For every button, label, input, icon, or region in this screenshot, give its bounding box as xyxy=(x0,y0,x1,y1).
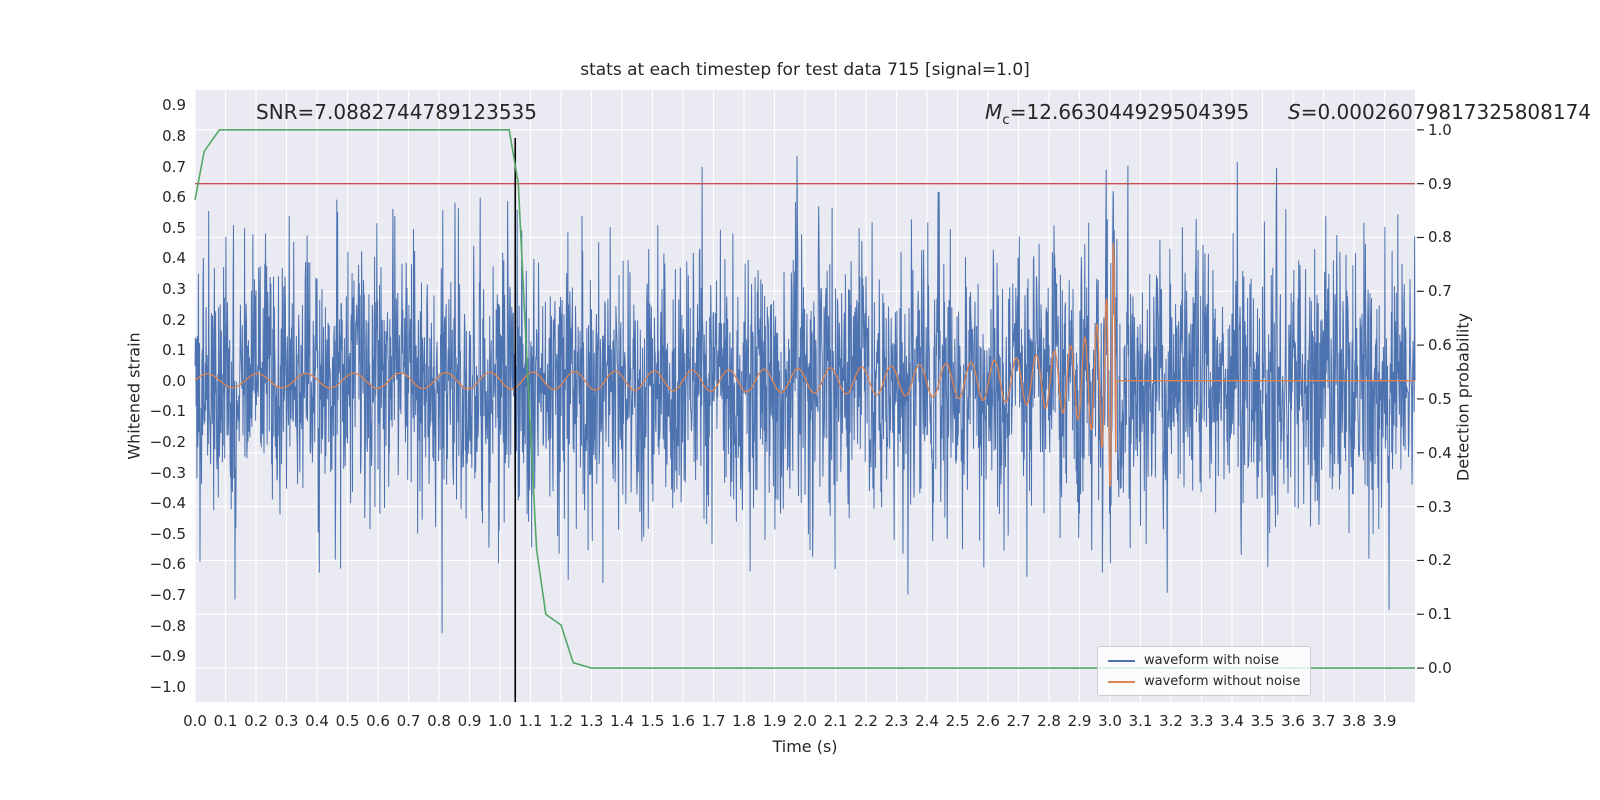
x-tick-label: 1.5 xyxy=(640,712,665,730)
x-tick-label: 0.5 xyxy=(335,712,360,730)
x-tick-label: 3.3 xyxy=(1189,712,1214,730)
x-tick-label: 1.1 xyxy=(518,712,543,730)
y-right-tick-label: 0.9 xyxy=(1428,174,1452,193)
x-axis-label: Time (s) xyxy=(772,737,838,756)
x-tick-label: 3.2 xyxy=(1159,712,1183,730)
waveform-with-noise-line xyxy=(194,156,1416,634)
legend-label-with-noise: waveform with noise xyxy=(1144,653,1280,668)
y-left-tick-label: −0.4 xyxy=(149,494,186,513)
y-left-tick-label: 0.4 xyxy=(162,249,186,268)
x-tick-label: 2.2 xyxy=(854,712,878,730)
y-left-tick-label: 0.8 xyxy=(162,126,186,145)
x-tick-label: 2.5 xyxy=(945,712,970,730)
y-left-tick-label: −0.2 xyxy=(149,432,186,451)
y-left-tick-label: 0.2 xyxy=(162,310,186,329)
x-tick-label: 2.6 xyxy=(976,712,1000,730)
s-annotation: S=0.00026079817325808174 xyxy=(1288,100,1591,124)
x-tick-label: 1.9 xyxy=(762,712,787,730)
x-tick-label: 1.0 xyxy=(488,712,512,730)
x-tick-label: 3.5 xyxy=(1250,712,1275,730)
y-right-tick-label: 0.3 xyxy=(1428,497,1452,516)
x-tick-label: 0.3 xyxy=(274,712,299,730)
x-tick-label: 0.9 xyxy=(457,712,482,730)
y-right-tick-label: 0.4 xyxy=(1428,443,1452,462)
x-tick-label: 3.9 xyxy=(1372,712,1397,730)
blue-line-swatch xyxy=(1108,659,1135,662)
x-tick-label: 3.1 xyxy=(1128,712,1153,730)
y-left-tick-label: 0.6 xyxy=(162,188,186,207)
x-tick-label: 3.4 xyxy=(1220,712,1244,730)
y-left-tick-label: 0.7 xyxy=(162,157,186,176)
x-tick-label: 0.6 xyxy=(366,712,390,730)
chirp-mass-annotation: Mc=12.663044929504395 xyxy=(985,100,1249,128)
x-tick-label: 1.8 xyxy=(732,712,756,730)
x-tick-label: 2.8 xyxy=(1037,712,1061,730)
mc-symbol: M xyxy=(985,100,1003,124)
y-right-tick-label: 0.6 xyxy=(1428,336,1452,355)
y-left-tick-label: −0.1 xyxy=(149,402,186,421)
x-tick-label: 3.7 xyxy=(1311,712,1336,730)
y-left-tick-label: −0.8 xyxy=(149,616,186,635)
y-left-tick-label: −1.0 xyxy=(149,677,186,696)
snr-annotation: SNR=7.0882744789123535 xyxy=(256,100,537,124)
legend-item-with-noise: waveform with noise xyxy=(1108,653,1300,668)
y-right-tick-label: 0.5 xyxy=(1428,389,1452,408)
x-tick-label: 0.0 xyxy=(183,712,207,730)
x-tick-label: 2.7 xyxy=(1006,712,1031,730)
x-tick-label: 2.0 xyxy=(793,712,817,730)
y-left-tick-label: −0.7 xyxy=(149,585,186,604)
legend-label-without-noise: waveform without noise xyxy=(1144,674,1301,689)
detection-probability-line xyxy=(194,129,1415,669)
y-right-tick-label: 0.0 xyxy=(1428,659,1452,678)
s-value: =0.00026079817325808174 xyxy=(1300,100,1592,124)
mc-value: =12.663044929504395 xyxy=(1009,100,1250,124)
x-tick-label: 1.2 xyxy=(549,712,573,730)
y-right-tick-label: 0.7 xyxy=(1428,282,1452,301)
x-tick-label: 1.4 xyxy=(610,712,634,730)
x-tick-label: 2.3 xyxy=(884,712,909,730)
snr-text: SNR=7.0882744789123535 xyxy=(256,100,537,124)
y-left-tick-label: −0.6 xyxy=(149,555,186,574)
x-tick-label: 1.6 xyxy=(671,712,695,730)
y-axis-label-right: Detection probability xyxy=(1453,312,1473,482)
y-left-tick-label: −0.3 xyxy=(149,463,186,482)
x-tick-label: 0.8 xyxy=(427,712,451,730)
y-axis-label-left: Whitened strain xyxy=(124,332,144,460)
x-tick-label: 2.1 xyxy=(823,712,848,730)
mc-subscript: c xyxy=(1002,112,1010,128)
x-tick-label: 1.7 xyxy=(701,712,726,730)
y-left-tick-label: 0.1 xyxy=(162,341,186,360)
y-right-tick-label: 0.1 xyxy=(1428,605,1452,624)
x-tick-label: 0.1 xyxy=(213,712,238,730)
waveform-without-noise-line xyxy=(194,242,1415,488)
x-tick-label: 2.4 xyxy=(915,712,939,730)
x-tick-label: 2.9 xyxy=(1067,712,1092,730)
y-right-tick-label: 0.2 xyxy=(1428,551,1452,570)
x-tick-label: 3.8 xyxy=(1342,712,1366,730)
y-right-tick-label: 1.0 xyxy=(1428,120,1452,139)
x-tick-label: 0.2 xyxy=(244,712,268,730)
x-tick-label: 0.7 xyxy=(396,712,421,730)
y-left-tick-label: −0.9 xyxy=(149,647,186,666)
y-left-tick-label: −0.5 xyxy=(149,524,186,543)
y-left-tick-label: 0.3 xyxy=(162,279,186,298)
s-symbol: S xyxy=(1288,100,1301,124)
x-tick-label: 0.4 xyxy=(305,712,329,730)
legend: waveform with noise waveform without noi… xyxy=(1097,646,1312,696)
y-left-tick-label: 0.9 xyxy=(162,96,186,115)
legend-item-without-noise: waveform without noise xyxy=(1108,674,1300,689)
chart-title: stats at each timestep for test data 715… xyxy=(580,60,1030,80)
y-left-tick-label: 0.0 xyxy=(162,371,186,390)
orange-line-swatch xyxy=(1108,680,1135,683)
x-tick-label: 3.6 xyxy=(1281,712,1305,730)
x-tick-label: 1.3 xyxy=(579,712,604,730)
y-left-tick-label: 0.5 xyxy=(162,218,186,237)
x-tick-label: 3.0 xyxy=(1098,712,1122,730)
y-right-tick-label: 0.8 xyxy=(1428,228,1452,247)
